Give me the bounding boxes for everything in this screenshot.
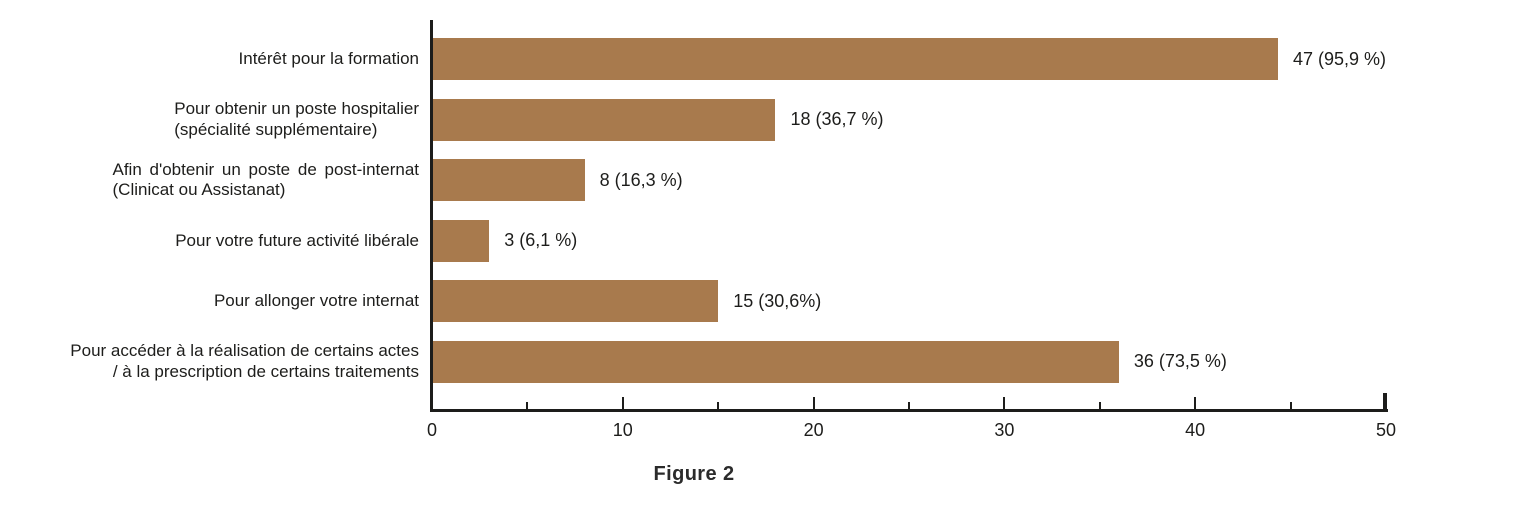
bar <box>432 38 1278 81</box>
value-label: 3 (6,1 %) <box>504 230 578 251</box>
x-axis-minor-tick <box>908 402 910 409</box>
x-axis-major-tick <box>1003 397 1006 409</box>
category-label-line: Intérêt pour la formation <box>238 49 419 68</box>
bar-rows: Intérêt pour la formation 47 (95,9 %) Pour… <box>0 29 1535 392</box>
category-label: Pour allonger votre internat <box>214 291 419 312</box>
x-axis-major-tick <box>812 397 815 409</box>
bar-track: 15 (30,6%) <box>432 280 1386 323</box>
category-label-line: Afin d'obtenir un poste de post-internat <box>112 159 420 179</box>
bar-row: Pour accéder à la réalisation de certain… <box>0 332 1535 393</box>
value-label: 47 (95,9 %) <box>1292 48 1386 69</box>
figure-caption: Figure 2 <box>653 463 735 485</box>
bar <box>432 159 585 202</box>
value-label: 8 (16,3 %) <box>599 169 683 190</box>
bar-row: Pour votre future activité libérale 3 (6,… <box>0 211 1535 272</box>
category-label-cell: Afin d'obtenir un poste de post-internat… <box>0 160 432 201</box>
x-axis-tick-label: 10 <box>612 420 633 440</box>
category-label-line: Pour votre future activité libérale <box>175 230 419 250</box>
bar <box>432 219 490 262</box>
category-label-line: Pour accéder à la réalisation de certain… <box>70 341 419 361</box>
y-axis-line <box>430 20 433 412</box>
category-label: Pour accéder à la réalisation de certain… <box>70 341 419 382</box>
category-label-line: (spécialité supplémentaire) <box>174 119 378 139</box>
bar-row: Intérêt pour la formation 47 (95,9 %) <box>0 29 1535 90</box>
bar <box>432 280 719 323</box>
bar-row: Pour obtenir un poste hospitalier (spécia… <box>0 90 1535 151</box>
x-axis-minor-tick <box>1289 402 1292 409</box>
x-axis-line <box>430 409 1388 412</box>
bar <box>432 340 1119 383</box>
bar-track: 8 (16,3 %) <box>432 159 1386 202</box>
category-label-cell: Pour accéder à la réalisation de certain… <box>0 341 432 382</box>
x-axis-major-tick <box>1194 397 1197 409</box>
x-axis-minor-tick <box>717 402 720 409</box>
value-label: 15 (30,6%) <box>733 290 822 311</box>
x-axis-tick-label: 30 <box>994 420 1015 440</box>
category-label: Pour votre future activité libérale <box>175 231 419 252</box>
category-label-line: Pour obtenir un poste hospitalier <box>174 99 419 119</box>
bar-track: 3 (6,1 %) <box>432 219 1386 262</box>
bar <box>432 98 776 141</box>
bar-row: Pour allonger votre internat 15 (30,6%) <box>0 271 1535 332</box>
value-label: 18 (36,7 %) <box>790 109 884 130</box>
category-label: Pour obtenir un poste hospitalier (spécia… <box>174 99 419 140</box>
category-label-cell: Pour votre future activité libérale <box>0 231 432 252</box>
bar-row: Afin d'obtenir un poste de post-internat… <box>0 150 1535 211</box>
category-label: Afin d'obtenir un poste de post-internat… <box>113 160 420 201</box>
category-label-line: Pour allonger votre internat <box>213 291 419 310</box>
category-label-cell: Intérêt pour la formation <box>0 49 432 70</box>
x-axis-tick-label: 20 <box>803 420 824 440</box>
x-axis-major-tick <box>1383 393 1387 409</box>
x-axis-tick-label: 50 <box>1375 420 1397 440</box>
x-axis-minor-tick <box>1098 402 1101 409</box>
bar-track: 18 (36,7 %) <box>432 98 1386 141</box>
x-axis-minor-tick <box>526 402 529 409</box>
value-label: 36 (73,5 %) <box>1133 351 1227 372</box>
category-label-line: / à la prescription de certains traiteme… <box>112 361 419 381</box>
category-label-cell: Pour allonger votre internat <box>0 291 432 312</box>
category-label: Intérêt pour la formation <box>239 49 419 70</box>
category-label-cell: Pour obtenir un poste hospitalier (spécia… <box>0 99 432 140</box>
x-axis-tick-label: 40 <box>1185 420 1206 440</box>
bar-track: 36 (73,5 %) <box>432 340 1386 383</box>
bar-track: 47 (95,9 %) <box>432 38 1386 81</box>
x-axis-major-tick <box>621 397 624 409</box>
x-axis-tick-label: 0 <box>426 420 437 440</box>
category-label-line: (Clinicat ou Assistanat) <box>112 180 286 200</box>
